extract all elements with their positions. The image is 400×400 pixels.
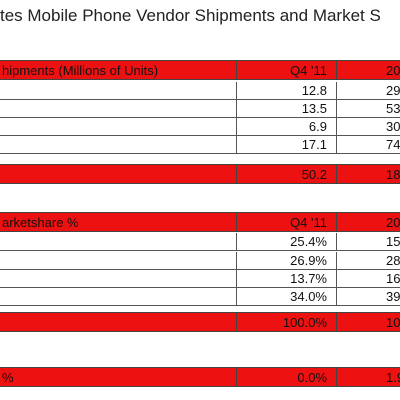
footer-cell: 0.0% (236, 368, 336, 386)
data-row: 13.5 53 (0, 100, 400, 118)
value-cell: 28.0% (336, 252, 400, 269)
total-row: 100.0%100.0 (0, 312, 400, 332)
value-cell: 13.7% (236, 270, 336, 287)
header-cell: Q4 '11 (236, 61, 336, 79)
value-cell: 53 (336, 100, 400, 117)
total-cell: 100.0% (236, 313, 336, 331)
header-row: hipments (Millions of Units) Q4 '11 20 (0, 60, 400, 80)
title: tes Mobile Phone Vendor Shipments and Ma… (0, 6, 381, 25)
header-cell: arketshare % (2, 214, 79, 230)
data-row: 26.9%28.0% (0, 252, 400, 270)
label-cell (0, 100, 236, 117)
header-cell: 20 (336, 213, 400, 231)
data-row: 25.4%15.9% (0, 233, 400, 251)
value-cell: 39.8% (336, 288, 400, 305)
data-row: 12.8 29 (0, 82, 400, 100)
value-cell: 25.4% (236, 233, 336, 250)
header-cell: 20 (336, 61, 400, 79)
header-row: arketshare % Q4 '11 20 (0, 212, 400, 232)
footer-cell: % (2, 369, 14, 385)
footer-cell: 1.9 (336, 368, 400, 386)
data-row: 6.9 30 (0, 118, 400, 136)
label-cell (0, 252, 236, 269)
label-cell (0, 288, 236, 305)
footer-row: % 0.0%1.9 (0, 367, 400, 387)
value-cell: 12.8 (236, 82, 336, 99)
value-cell: 34.0% (236, 288, 336, 305)
data-row: 13.7%16.3% (0, 270, 400, 288)
data-row: 17.1 74 (0, 136, 400, 154)
value-cell: 13.5 (236, 100, 336, 117)
header-cell: Q4 '11 (236, 213, 336, 231)
label-cell (0, 313, 236, 331)
value-cell: 29 (336, 82, 400, 99)
label-cell (0, 270, 236, 287)
total-cell: 18 (336, 165, 400, 183)
label-cell (0, 136, 236, 153)
value-cell: 6.9 (236, 118, 336, 135)
total-cell: 100.0 (336, 313, 400, 331)
label-cell (0, 82, 236, 99)
header-cell: hipments (Millions of Units) (2, 62, 159, 78)
value-cell: 30 (336, 118, 400, 135)
label-cell (0, 118, 236, 135)
total-cell: 50.2 (236, 165, 336, 183)
value-cell: 26.9% (236, 252, 336, 269)
label-cell (0, 233, 236, 250)
value-cell: 15.9% (336, 233, 400, 250)
value-cell: 74 (336, 136, 400, 153)
total-row: 50.2 18 (0, 164, 400, 184)
value-cell: 16.3% (336, 270, 400, 287)
value-cell: 17.1 (236, 136, 336, 153)
label-cell (0, 165, 236, 183)
data-row: 34.0%39.8% (0, 288, 400, 306)
